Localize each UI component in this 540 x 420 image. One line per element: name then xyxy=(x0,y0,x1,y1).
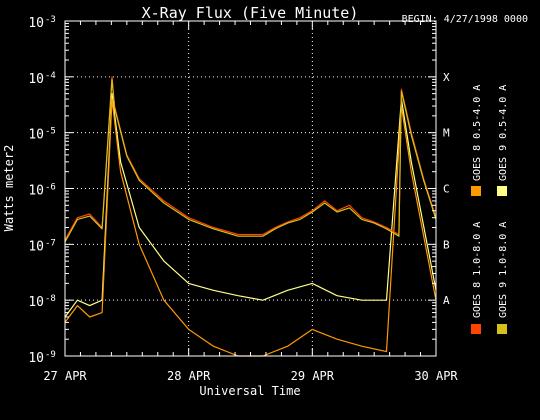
series-line-1 xyxy=(64,98,437,357)
y-tick-exp-2: -7 xyxy=(45,238,56,248)
y-tick-base-6: 10 xyxy=(28,16,44,31)
begin-label: BEGIN: 4/27/1998 0000 xyxy=(402,14,528,25)
x-tick-label-3: 30 APR xyxy=(414,369,458,383)
flare-class-label-3: B xyxy=(443,238,450,251)
y-tick-exp-0: -9 xyxy=(45,350,56,360)
y-tick-labels: 10 -9 10 -8 10 -7 10 -6 10 -5 10 -4 10 -… xyxy=(28,15,56,366)
flare-class-labels: X M C B A xyxy=(443,71,450,307)
legend: GOES 8 1.0-8.0 A GOES 8 0.5-4.0 A GOES 9… xyxy=(471,85,509,334)
x-axis-label: Universal Time xyxy=(199,384,300,398)
series-line-2 xyxy=(64,78,437,243)
flare-class-label-4: A xyxy=(443,294,450,307)
x-tick-labels: 27 APR 28 APR 29 APR 30 APR xyxy=(43,369,458,383)
y-tick-exp-4: -5 xyxy=(45,127,56,137)
legend-item-goes9-long: GOES 9 1.0-8.0 A xyxy=(497,222,509,334)
x-tick-label-1: 28 APR xyxy=(167,369,211,383)
flare-class-label-0: X xyxy=(443,71,450,84)
y-tick-base-4: 10 xyxy=(28,128,44,143)
x-tick-label-2: 29 APR xyxy=(291,369,335,383)
legend-swatch-goes9-short xyxy=(497,186,507,196)
y-tick-base-3: 10 xyxy=(28,184,44,199)
legend-swatch-goes9-long xyxy=(497,324,507,334)
legend-label-goes8-long: GOES 8 1.0-8.0 A xyxy=(472,222,483,318)
y-tick-base-0: 10 xyxy=(28,351,44,366)
y-axis-label: Watts meter2 xyxy=(2,145,16,232)
y-tick-base-1: 10 xyxy=(28,295,44,310)
axis-ticks xyxy=(64,20,437,357)
y-tick-exp-3: -6 xyxy=(45,183,56,193)
y-tick-exp-6: -3 xyxy=(45,15,56,25)
series-lines xyxy=(64,76,437,357)
y-tick-base-2: 10 xyxy=(28,239,44,254)
flare-class-label-1: M xyxy=(443,127,450,140)
legend-item-goes8-short: GOES 8 0.5-4.0 A xyxy=(471,85,483,196)
x-tick-label-0: 27 APR xyxy=(43,369,87,383)
flare-class-label-2: C xyxy=(443,183,450,196)
y-tick-exp-5: -4 xyxy=(45,71,56,81)
y-tick-exp-1: -8 xyxy=(45,294,56,304)
legend-label-goes9-short: GOES 9 0.5-4.0 A xyxy=(498,85,509,181)
legend-item-goes8-long: GOES 8 1.0-8.0 A xyxy=(471,222,483,334)
legend-item-goes9-short: GOES 9 0.5-4.0 A xyxy=(497,85,509,196)
chart-title: X-Ray Flux (Five Minute) xyxy=(142,4,359,22)
legend-swatch-goes8-long xyxy=(471,324,481,334)
y-tick-base-5: 10 xyxy=(28,72,44,87)
legend-label-goes9-long: GOES 9 1.0-8.0 A xyxy=(498,222,509,318)
legend-swatch-goes8-short xyxy=(471,186,481,196)
legend-label-goes8-short: GOES 8 0.5-4.0 A xyxy=(472,85,483,181)
